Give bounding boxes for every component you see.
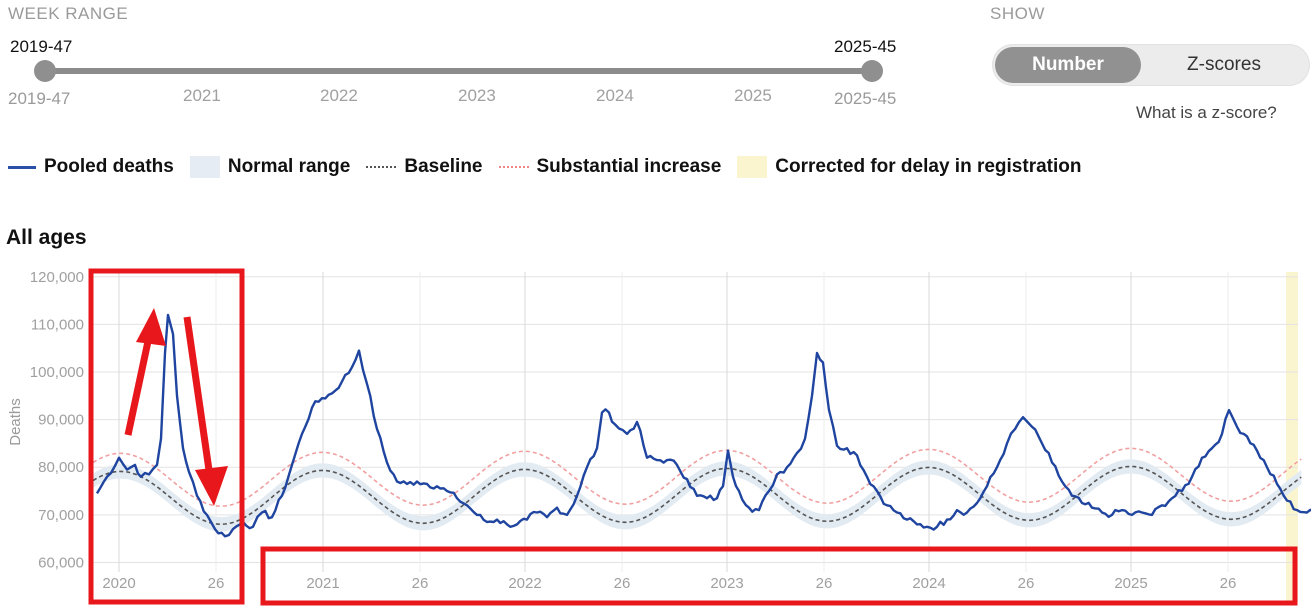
y-tick-labels: 60,000 70,000 80,000 90,000 100,000 110,000 12…: [30, 269, 84, 572]
legend-pooled: Pooled deaths: [8, 156, 174, 178]
chart-title: All ages: [6, 226, 87, 249]
slider-year-2022: 2022: [320, 86, 358, 105]
chart-bands: [93, 459, 1302, 532]
y-tick-label: 70,000: [38, 507, 84, 524]
annotation-box-2020: [88, 268, 245, 605]
x-tick-label: 2023: [710, 575, 743, 592]
y-tick-label: 110,000: [31, 316, 84, 333]
week-range-slider-track[interactable]: [44, 68, 872, 74]
x-tick-label: 2024: [912, 575, 945, 592]
show-label: SHOW: [990, 4, 1045, 23]
range-min-label: 2019-47: [8, 89, 71, 108]
show-toggle: Number Z-scores: [992, 44, 1310, 86]
legend-substantial-label: Substantial increase: [536, 156, 722, 177]
slider-year-2025: 2025: [734, 86, 772, 105]
x-tick-label: 26: [1018, 575, 1035, 592]
legend-normal: Normal range: [189, 156, 351, 178]
legend-corrected-label: Corrected for delay in registration: [775, 156, 1082, 177]
range-start-value: 2019-47: [10, 37, 73, 56]
normal-range-band: [93, 459, 1302, 532]
x-tick-label: 26: [412, 575, 429, 592]
range-end-handle[interactable]: [861, 60, 883, 82]
baseline-line: [92, 465, 1302, 526]
y-tick-label: 100,000: [30, 364, 84, 381]
annotation-arrow-down-head: [195, 466, 228, 506]
legend-baseline: Baseline: [366, 156, 483, 178]
legend-normal-swatch: [189, 156, 220, 178]
legend-pooled-swatch: [8, 165, 36, 169]
x-tick-label: 26: [1220, 575, 1237, 592]
x-tick-label: 26: [816, 575, 833, 592]
chart-legend: Pooled deaths Normal range Baseline Subs…: [8, 155, 1097, 179]
annotations: [88, 268, 1298, 606]
y-tick-label: 120,000: [30, 269, 84, 286]
substantial-increase-line: [92, 447, 1302, 508]
range-start-handle[interactable]: [34, 60, 56, 82]
zscore-help-link[interactable]: What is a z-score?: [1136, 103, 1277, 122]
annotation-arrow-up: [124, 331, 154, 436]
pooled-deaths-line: [95, 313, 1311, 538]
y-tick-label: 80,000: [38, 459, 84, 476]
legend-substantial-swatch: [498, 166, 529, 168]
legend-corrected: Corrected for delay in registration: [737, 156, 1081, 178]
annotation-arrow-up-head: [136, 308, 166, 346]
legend-baseline-swatch: [366, 166, 397, 168]
chart-lines: [92, 313, 1311, 538]
annotation-arrow-down: [183, 316, 214, 478]
slider-year-2021: 2021: [183, 86, 221, 105]
slider-year-2024: 2024: [596, 86, 634, 105]
number-toggle-button[interactable]: Number: [995, 47, 1141, 83]
y-axis-label: Deaths: [7, 398, 24, 446]
y-tick-label: 90,000: [38, 412, 84, 429]
chart-grid: [90, 272, 1298, 602]
x-tick-label: 2025: [1114, 575, 1147, 592]
x-tick-label: 2020: [102, 575, 135, 592]
zscores-toggle-button[interactable]: Z-scores: [1187, 54, 1261, 75]
x-tick-label: 26: [614, 575, 631, 592]
range-end-value: 2025-45: [834, 37, 897, 56]
legend-normal-label: Normal range: [227, 156, 351, 177]
week-range-label: WEEK RANGE: [8, 4, 129, 23]
annotation-box-axis: [260, 546, 1298, 606]
x-tick-label: 26: [208, 575, 225, 592]
legend-baseline-label: Baseline: [404, 156, 483, 177]
corrected-region: [1286, 272, 1298, 602]
x-tick-label: 2022: [508, 575, 541, 592]
x-tick-labels: 2020 26 2021 26 2022 26 2023 26 2024 26 2025 26: [102, 575, 1236, 592]
slider-year-2023: 2023: [458, 86, 496, 105]
deaths-chart: 60,000 70,000 80,000 90,000 100,000 110,000 12…: [7, 268, 1311, 606]
legend-substantial: Substantial increase: [498, 156, 722, 178]
x-tick-label: 2021: [306, 575, 339, 592]
legend-corrected-swatch: [737, 156, 768, 178]
range-max-label: 2025-45: [834, 89, 897, 108]
legend-pooled-label: Pooled deaths: [44, 156, 174, 177]
y-tick-label: 60,000: [38, 554, 84, 571]
